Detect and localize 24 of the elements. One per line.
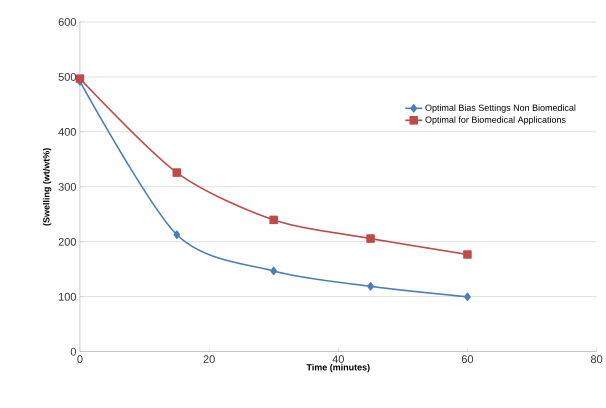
y-tick-label: 200 [58,238,76,246]
legend-label: Optimal Bias Settings Non Biomedical [425,104,576,113]
y-tick-label: 0 [70,348,76,356]
point [173,230,180,240]
y-axis-title: (Swelling (wt/wt%) [42,148,52,226]
point [172,168,182,178]
y-tick-label: 100 [58,293,76,301]
point [463,250,472,259]
point [367,282,374,291]
point [76,74,84,84]
x-tick-label: 60 [462,355,474,364]
point [464,292,471,302]
x-tick-label: 80 [590,355,602,364]
point [366,234,375,243]
x-tick-label: 40 [332,355,344,364]
point [270,266,278,276]
y-tick-label: 400 [58,128,76,136]
y-tick-label: 300 [58,183,76,191]
point [269,216,278,224]
y-tick-label: 600 [58,18,76,26]
x-tick-label: 0 [77,355,83,364]
x-axis-title: Time (minutes) [306,364,370,372]
x-tick-label: 20 [204,355,215,364]
legend-label: Optimal for Biomedical Applications [425,116,566,125]
